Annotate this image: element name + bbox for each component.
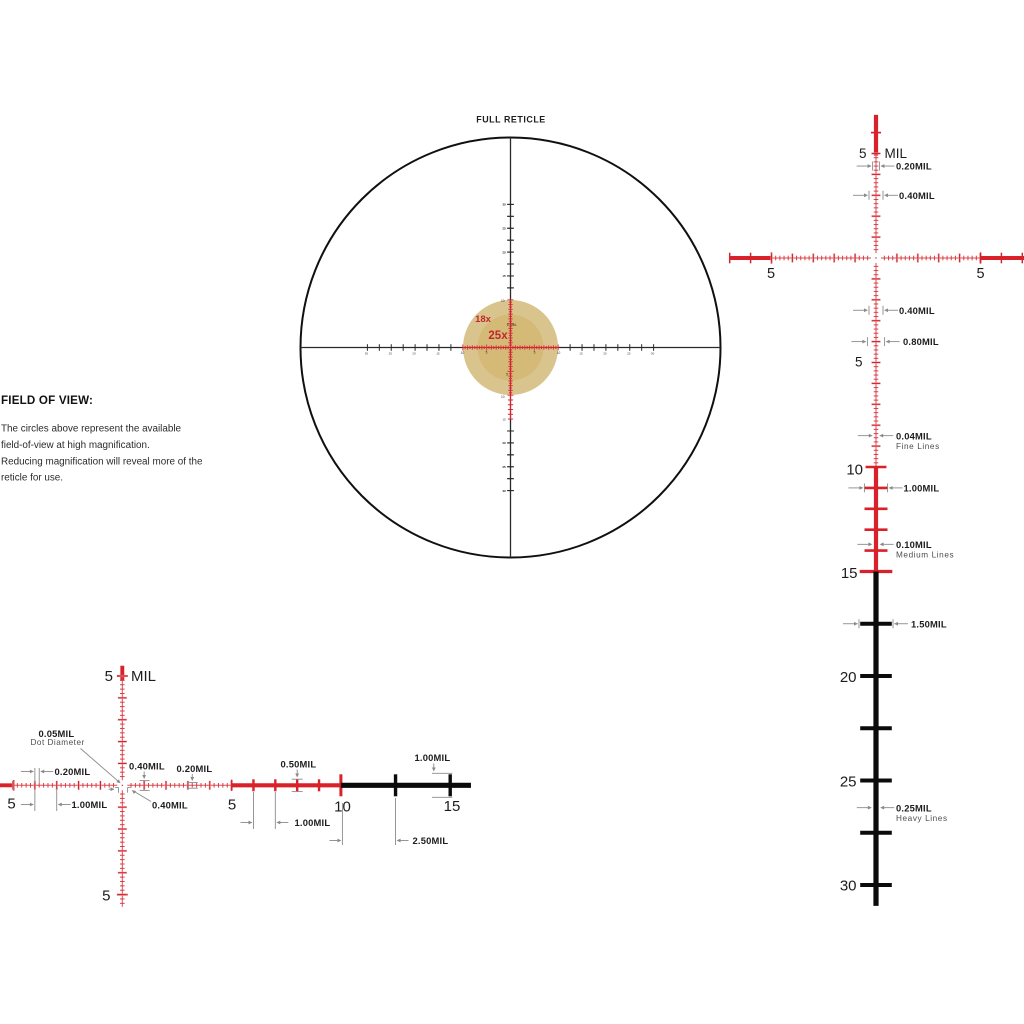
svg-text:FULL RETICLE: FULL RETICLE: [476, 115, 546, 125]
svg-text:field-of-view at high magnific: field-of-view at high magnification.: [1, 440, 150, 451]
svg-text:20: 20: [603, 352, 607, 356]
svg-text:30: 30: [502, 489, 506, 493]
svg-text:0.25MIL: 0.25MIL: [896, 802, 932, 813]
svg-text:MIL: MIL: [885, 146, 908, 161]
svg-text:Heavy Lines: Heavy Lines: [896, 814, 948, 823]
svg-text:0.20MIL: 0.20MIL: [896, 161, 932, 172]
svg-text:30: 30: [365, 352, 369, 356]
svg-text:0.40MIL: 0.40MIL: [899, 190, 935, 201]
svg-text:30: 30: [651, 352, 655, 356]
svg-text:25: 25: [840, 774, 857, 791]
svg-text:5: 5: [7, 796, 15, 813]
svg-text:25: 25: [502, 226, 506, 230]
svg-text:15: 15: [444, 798, 461, 815]
svg-text:5: 5: [102, 888, 110, 905]
svg-text:5: 5: [855, 355, 863, 370]
svg-text:25: 25: [502, 465, 506, 469]
svg-text:10: 10: [501, 395, 505, 399]
svg-text:30: 30: [502, 203, 506, 207]
svg-text:reticle for use.: reticle for use.: [1, 473, 63, 484]
svg-text:0.04MIL: 0.04MIL: [896, 430, 932, 441]
svg-text:1.00MIL: 1.00MIL: [295, 817, 331, 828]
svg-text:FIELD OF VIEW:: FIELD OF VIEW:: [1, 394, 93, 407]
svg-text:Medium Lines: Medium Lines: [896, 551, 954, 560]
svg-text:30: 30: [502, 489, 506, 493]
svg-text:10: 10: [846, 462, 863, 479]
svg-text:15: 15: [841, 565, 858, 582]
svg-text:18x: 18x: [475, 314, 492, 325]
svg-text:1.50MIL: 1.50MIL: [911, 618, 947, 629]
svg-text:0.05MIL: 0.05MIL: [39, 728, 75, 739]
svg-text:5: 5: [976, 266, 984, 282]
svg-text:10: 10: [557, 351, 561, 355]
svg-text:20: 20: [502, 250, 506, 254]
svg-text:1.00MIL: 1.00MIL: [415, 752, 451, 763]
svg-text:15: 15: [579, 352, 583, 356]
svg-text:20: 20: [840, 669, 857, 686]
svg-text:0.50MIL: 0.50MIL: [281, 759, 317, 770]
svg-text:0.80MIL: 0.80MIL: [903, 336, 939, 347]
svg-text:30: 30: [840, 878, 857, 895]
svg-text:MIL: MIL: [512, 323, 518, 327]
svg-text:0.40MIL: 0.40MIL: [152, 800, 188, 811]
svg-text:20: 20: [412, 352, 416, 356]
svg-text:5: 5: [486, 351, 488, 355]
svg-text:25x: 25x: [488, 330, 508, 342]
svg-text:15: 15: [502, 274, 506, 278]
svg-text:Fine Lines: Fine Lines: [896, 442, 940, 451]
svg-text:5: 5: [534, 351, 536, 355]
svg-text:25: 25: [389, 352, 393, 356]
svg-text:20: 20: [502, 441, 506, 445]
svg-text:0.40MIL: 0.40MIL: [899, 305, 935, 316]
svg-text:20: 20: [502, 250, 506, 254]
svg-text:25: 25: [627, 352, 631, 356]
svg-text:Reducing magnification will re: Reducing magnification will reveal more …: [1, 456, 203, 467]
svg-text:0.40MIL: 0.40MIL: [129, 761, 165, 772]
svg-text:0.10MIL: 0.10MIL: [896, 539, 932, 550]
svg-text:20: 20: [502, 441, 506, 445]
svg-text:25: 25: [502, 226, 506, 230]
svg-text:1.00MIL: 1.00MIL: [904, 483, 940, 494]
svg-text:30: 30: [502, 203, 506, 207]
svg-text:0.20MIL: 0.20MIL: [55, 766, 91, 777]
svg-text:MIL: MIL: [131, 668, 156, 685]
svg-text:10: 10: [461, 351, 465, 355]
svg-text:10: 10: [501, 299, 505, 303]
svg-text:5: 5: [507, 323, 509, 327]
svg-text:The circles above represent th: The circles above represent the availabl…: [1, 424, 182, 435]
svg-text:25: 25: [502, 465, 506, 469]
svg-text:15: 15: [502, 274, 506, 278]
svg-text:15: 15: [436, 352, 440, 356]
svg-text:5: 5: [767, 266, 775, 282]
svg-text:5: 5: [105, 668, 113, 685]
svg-text:5: 5: [506, 373, 508, 377]
svg-text:2.50MIL: 2.50MIL: [413, 835, 449, 846]
svg-text:15: 15: [502, 417, 506, 421]
svg-text:1.00MIL: 1.00MIL: [72, 799, 108, 810]
svg-text:Dot Diameter: Dot Diameter: [31, 738, 85, 747]
svg-text:5: 5: [859, 146, 867, 161]
svg-text:0.20MIL: 0.20MIL: [177, 763, 213, 774]
svg-text:5: 5: [228, 797, 236, 814]
